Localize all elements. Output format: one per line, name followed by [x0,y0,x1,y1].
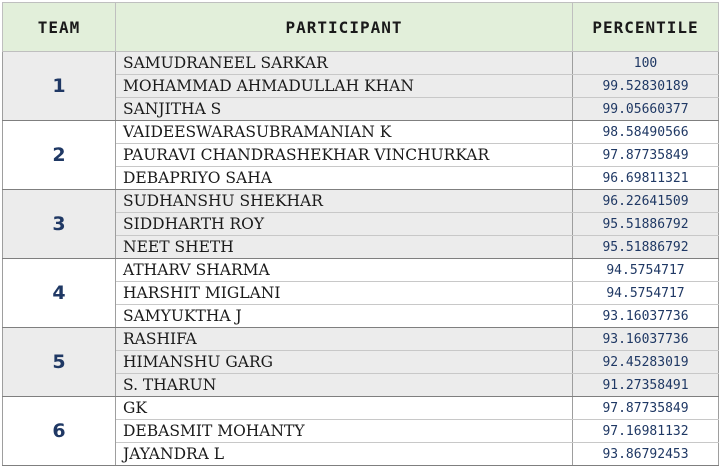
header-percentile: PERCENTILE [572,2,719,52]
table-row: SIDDHARTH ROY 95.51886792 [3,212,719,236]
table-row: JAYANDRA L 93.86792453 [3,442,719,466]
participant-name: S. THARUN [115,373,573,397]
participant-name: DEBASMIT MOHANTY [115,419,573,443]
participant-percentile: 97.87735849 [572,396,719,420]
table-row: SAMYUKTHA J 93.16037736 [3,304,719,328]
participant-percentile: 99.52830189 [572,74,719,98]
participant-percentile: 99.05660377 [572,97,719,121]
participant-percentile: 95.51886792 [572,212,719,236]
table-row: 4 ATHARV SHARMA 94.5754717 [2,258,719,328]
table-row: 5 RASHIFA 93.16037736 [2,327,719,397]
participant-percentile: 96.69811321 [572,166,719,190]
participant-percentile: 96.22641509 [572,189,719,213]
header-team: TEAM [2,2,116,52]
participant-name: SAMUDRANEEL SARKAR [115,51,573,75]
team-number: 4 [2,258,116,328]
team-number: 2 [2,120,116,190]
participant-name: JAYANDRA L [115,442,573,466]
team-number: 6 [2,396,116,466]
table-row: NEET SHETH 95.51886792 [3,235,719,259]
participant-name: DEBAPRIYO SAHA [115,166,573,190]
team-number: 1 [2,51,116,121]
team-number: 5 [2,327,116,397]
participant-percentile: 93.16037736 [572,327,719,351]
participant-percentile: 93.16037736 [572,304,719,328]
table-row: 6 GK 97.87735849 [2,396,719,466]
participant-name: SIDDHARTH ROY [115,212,573,236]
participant-percentile: 100 [572,51,719,75]
participant-name: VAIDEESWARASUBRAMANIAN K [115,120,573,144]
table-row: 1 SAMUDRANEEL SARKAR 100 [2,51,719,121]
participant-name: SAMYUKTHA J [115,304,573,328]
participant-percentile: 97.16981132 [572,419,719,443]
table-row: HIMANSHU GARG 92.45283019 [3,350,719,374]
participant-percentile: 94.5754717 [572,258,719,282]
table-row: DEBAPRIYO SAHA 96.69811321 [3,166,719,190]
participant-percentile: 91.27358491 [572,373,719,397]
participant-percentile: 97.87735849 [572,143,719,167]
table-row: SANJITHA S 99.05660377 [3,97,719,121]
participant-name: GK [115,396,573,420]
table-row: 2 VAIDEESWARASUBRAMANIAN K 98.58490566 [2,120,719,190]
participant-percentile: 98.58490566 [572,120,719,144]
participant-name: SANJITHA S [115,97,573,121]
participant-percentile: 94.5754717 [572,281,719,305]
participant-name: SUDHANSHU SHEKHAR [115,189,573,213]
table-row: 3 SUDHANSHU SHEKHAR 96.22641509 [2,189,719,259]
participant-percentile: 95.51886792 [572,235,719,259]
table-row: S. THARUN 91.27358491 [3,373,719,397]
participant-percentile: 92.45283019 [572,350,719,374]
table-row: HARSHIT MIGLANI 94.5754717 [3,281,719,305]
participant-name: PAURAVI CHANDRASHEKHAR VINCHURKAR [115,143,573,167]
header-row: TEAM PARTICIPANT PERCENTILE [2,2,719,52]
participant-name: MOHAMMAD AHMADULLAH KHAN [115,74,573,98]
participant-name: HIMANSHU GARG [115,350,573,374]
participant-name: HARSHIT MIGLANI [115,281,573,305]
participant-name: NEET SHETH [115,235,573,259]
header-participant: PARTICIPANT [115,2,573,52]
participant-percentile: 93.86792453 [572,442,719,466]
team-number: 3 [2,189,116,259]
table-body: 1 SAMUDRANEEL SARKAR 100 MOHAMMAD AHMADULLA… [2,51,719,466]
table-row: DEBASMIT MOHANTY 97.16981132 [3,419,719,443]
participant-name: RASHIFA [115,327,573,351]
participant-name: ATHARV SHARMA [115,258,573,282]
table-row: PAURAVI CHANDRASHEKHAR VINCHURKAR 97.8773… [3,143,719,167]
table-row: MOHAMMAD AHMADULLAH KHAN 99.52830189 [3,74,719,98]
